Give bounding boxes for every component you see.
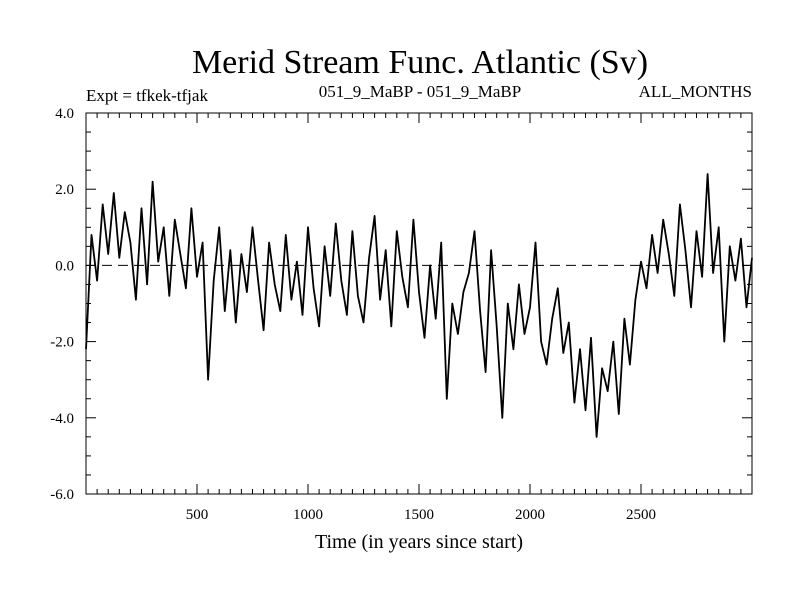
x-axis-label: Time (in years since start) (315, 531, 523, 553)
plot-frame (85, 112, 753, 495)
chart-title: Merid Stream Func. Atlantic (Sv) (192, 44, 648, 81)
x-tick-label: 500 (186, 507, 209, 523)
y-tick-label: -4.0 (50, 411, 74, 427)
y-tick-label: 2.0 (55, 182, 74, 198)
y-axis-ticks: 4.0 2.0 0.0 -2.0 -4.0 -6.0 (50, 106, 752, 503)
months-label: ALL_MONTHS (639, 82, 752, 101)
x-tick-label: 1500 (404, 507, 434, 523)
experiment-label: Expt = tfkek-tfjak (86, 86, 208, 105)
x-tick-label: 2500 (626, 507, 656, 523)
y-tick-label: 4.0 (55, 106, 74, 122)
period-label: 051_9_MaBP - 051_9_MaBP (319, 82, 521, 101)
y-tick-label: 0.0 (55, 258, 74, 274)
y-tick-label: -2.0 (50, 335, 74, 351)
series-line (85, 173, 753, 438)
y-tick-label: -6.0 (50, 487, 74, 503)
x-tick-label: 1000 (293, 507, 323, 523)
x-tick-label: 2000 (515, 507, 545, 523)
x-axis-ticks: 500 1000 1500 2000 2500 (96, 113, 742, 523)
